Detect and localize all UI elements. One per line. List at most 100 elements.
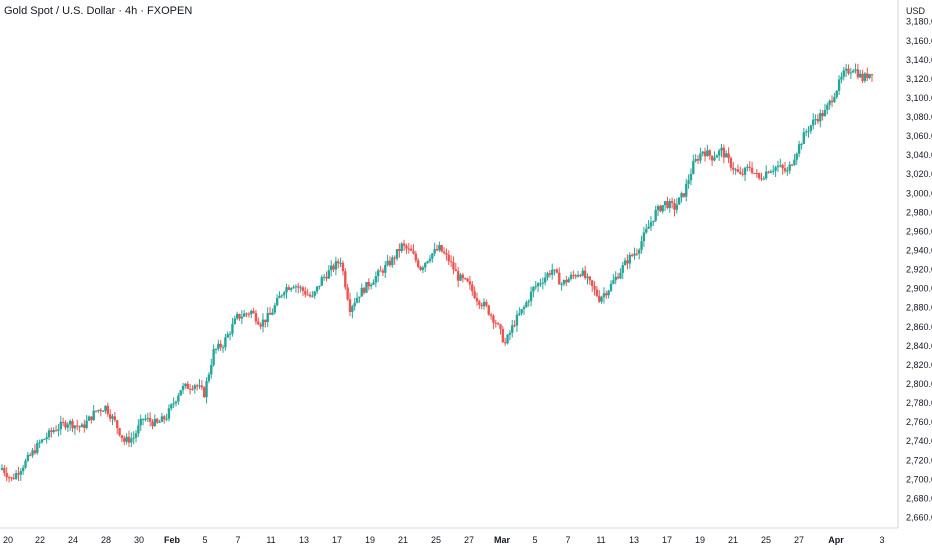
candle-body [66, 424, 70, 428]
candle-body [487, 305, 490, 315]
candle-body [734, 169, 737, 171]
candle-body [308, 294, 312, 297]
candle-body [282, 292, 286, 296]
candle-body [536, 283, 540, 287]
candle-body [844, 68, 848, 71]
candle-body [59, 421, 62, 430]
candle-body [195, 385, 199, 387]
x-tick-label: 24 [68, 535, 78, 545]
candle-body [727, 153, 730, 159]
candle-body [125, 436, 128, 442]
candle-body [435, 249, 439, 251]
candle-body [539, 283, 542, 285]
y-tick-label: 2,760.00 [906, 417, 932, 427]
candle-body [372, 282, 375, 285]
candle-body [64, 422, 67, 428]
candle-body [99, 409, 102, 412]
candle-body [54, 430, 58, 432]
candle-body [750, 167, 754, 173]
candle-body [24, 460, 27, 468]
candle-body [478, 301, 481, 305]
y-tick-label: 3,120.00 [906, 74, 932, 84]
candle-body [616, 276, 620, 279]
candle-body [499, 324, 502, 329]
x-tick-label: 13 [299, 535, 309, 545]
candle-body [685, 183, 688, 197]
candle-body [447, 254, 450, 262]
candle-body [233, 318, 236, 324]
candle-body [329, 265, 333, 271]
candle-body [426, 261, 429, 263]
candle-body [374, 276, 378, 283]
candle-body [280, 295, 284, 297]
x-tick-label: 19 [365, 535, 375, 545]
candle-body [17, 473, 20, 475]
candle-body [668, 201, 671, 208]
candle-body [694, 159, 697, 162]
candle-body [83, 424, 86, 428]
candle-body [692, 161, 695, 174]
candle-body [106, 405, 110, 415]
candle-body [47, 430, 51, 438]
candle-body [706, 150, 709, 157]
candle-body [76, 425, 79, 427]
x-tick-label: 3 [879, 535, 884, 545]
y-axis-ticks: 2,660.00 2,680.00 2,700.00 2,720.00 2,740.00… [906, 17, 932, 523]
candle-body [285, 287, 288, 293]
candle-body [332, 265, 335, 270]
candle-body [358, 296, 361, 298]
candle-body [10, 477, 13, 479]
candle-body [38, 442, 41, 444]
candle-body [663, 201, 667, 206]
candle-body [776, 165, 780, 168]
candle-body [181, 385, 185, 391]
candle-body [153, 418, 157, 426]
candle-body [708, 150, 711, 156]
candle-body [713, 157, 716, 161]
candle-body [529, 291, 533, 302]
x-tick-label: 25 [761, 535, 771, 545]
candle-body [377, 270, 380, 277]
candle-body [123, 438, 126, 442]
candle-body [200, 385, 204, 388]
candle-body [856, 69, 860, 78]
candle-body [454, 269, 458, 272]
candle-body [567, 278, 570, 283]
y-tick-label: 2,780.00 [906, 398, 932, 408]
candle-body [842, 70, 845, 77]
candle-body [132, 437, 135, 439]
candle-body [551, 269, 554, 275]
candle-body [151, 421, 154, 426]
candle-body [760, 178, 763, 180]
x-tick-label: 13 [629, 535, 639, 545]
candle-body [689, 173, 693, 181]
candle-body [108, 414, 112, 419]
candle-body [630, 254, 634, 256]
candle-body [701, 151, 704, 154]
candle-body [480, 304, 483, 307]
candle-body [424, 262, 427, 268]
x-tick-label: 11 [596, 535, 605, 545]
candle-body [593, 285, 596, 290]
candle-body [311, 295, 314, 297]
candle-body [522, 307, 526, 310]
candle-body [71, 421, 74, 429]
candle-body [720, 147, 723, 151]
x-tick-label: 19 [695, 535, 705, 545]
candle-body [146, 418, 149, 420]
candle-body [501, 328, 505, 343]
candle-body [3, 468, 6, 473]
candle-body [680, 193, 683, 198]
candle-body [449, 261, 453, 263]
candle-body [515, 314, 519, 326]
candle-body [409, 248, 413, 251]
candle-body [334, 261, 338, 270]
candle-body [586, 276, 589, 278]
candle-body [210, 365, 213, 375]
candle-body [732, 167, 735, 170]
candle-body [186, 383, 189, 389]
candle-body [602, 293, 606, 298]
candle-body [278, 296, 281, 299]
candle-body [287, 287, 291, 290]
